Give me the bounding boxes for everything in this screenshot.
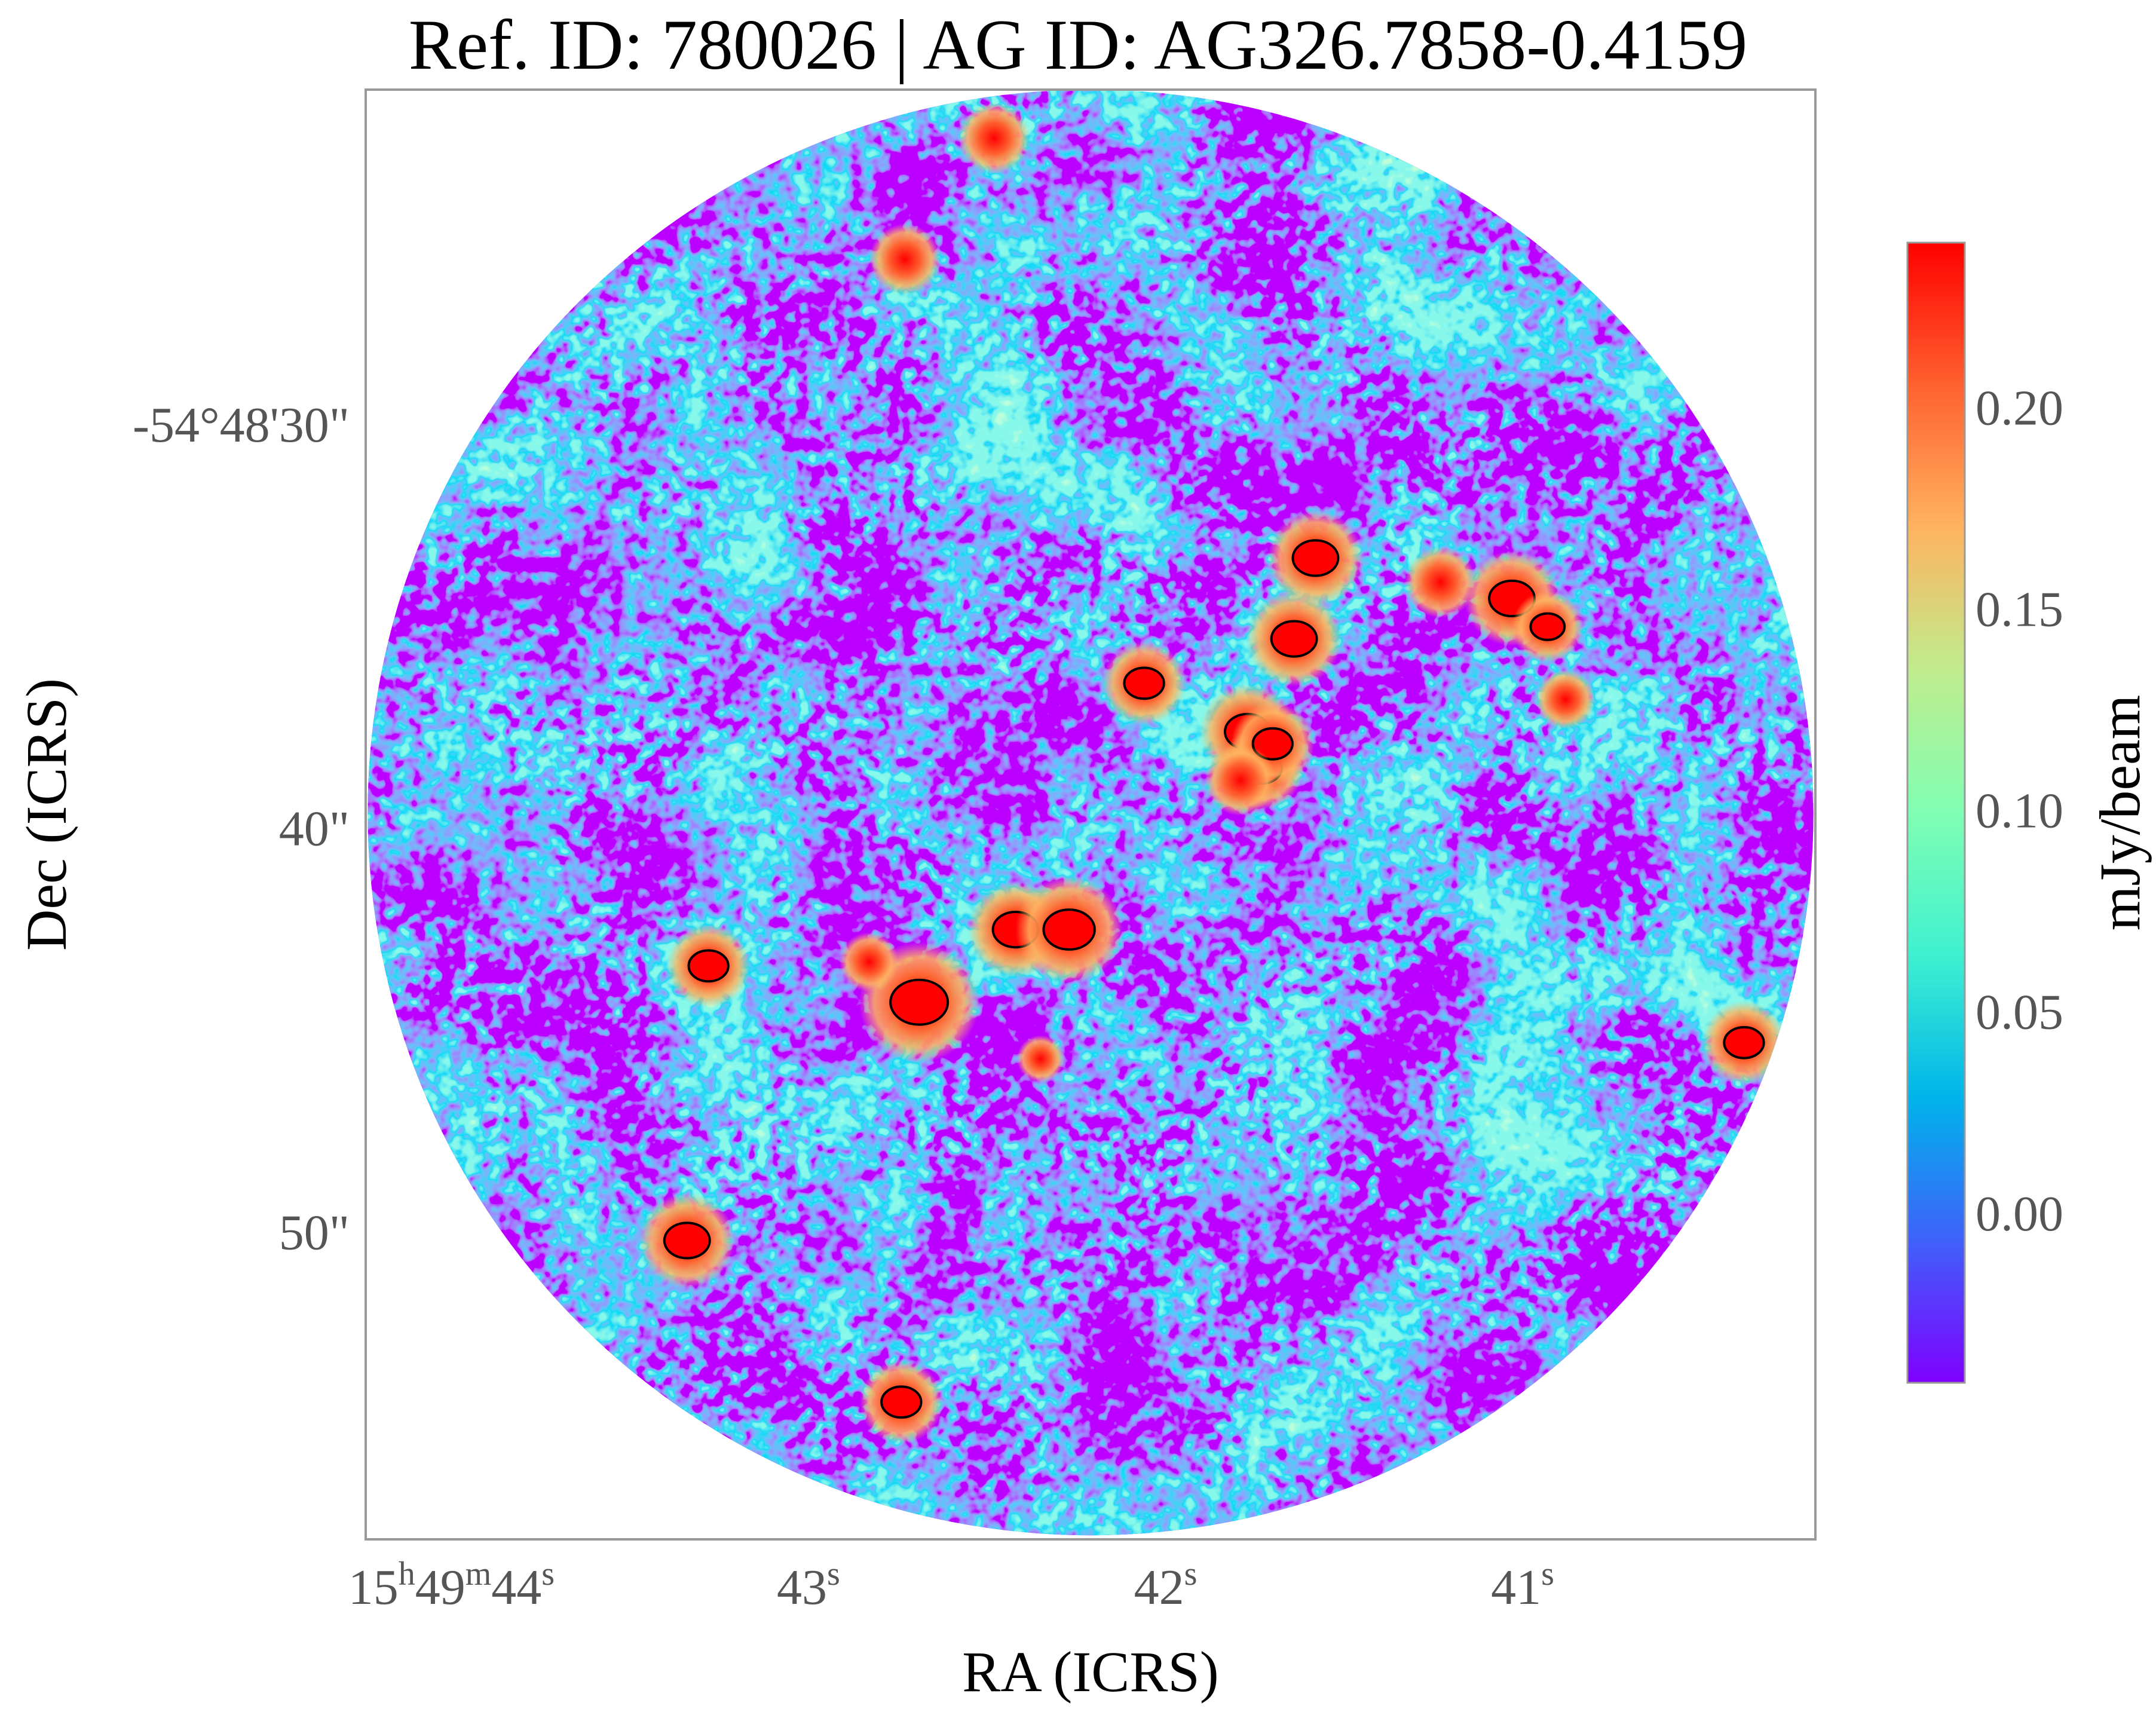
source-glow (840, 932, 899, 992)
colorbar: 0.00 0.05 0.10 0.15 0.20 mJy/beam (1906, 241, 2152, 1384)
x-axis-ticks: 15h49m44s 43s 42s 41s (348, 1555, 1554, 1615)
source-glow (958, 102, 1030, 174)
colorbar-gradient (1906, 241, 1966, 1384)
source-glow (1205, 744, 1276, 816)
source-contour (1529, 612, 1566, 641)
source-contour (1042, 908, 1096, 951)
source-glow (1405, 546, 1477, 618)
y-tick-label: -54°48'30" (133, 397, 350, 453)
colorbar-tick-label: 0.00 (1976, 1186, 2063, 1242)
map-image (365, 88, 1817, 1541)
x-tick-label: 42s (1134, 1555, 1198, 1615)
colorbar-label: mJy/beam (2088, 695, 2152, 931)
emission-texture (368, 96, 1814, 1536)
source-contour (687, 949, 730, 983)
x-tick-label: 15h49m44s (348, 1555, 555, 1615)
source-contour (1723, 1025, 1765, 1059)
y-tick-label: 50" (279, 1205, 350, 1260)
y-tick-label: 40" (279, 801, 350, 857)
source-contour (1291, 539, 1340, 577)
source-glow (869, 223, 941, 295)
colorbar-tick-label: 0.10 (1976, 783, 2063, 839)
colorbar-tick-label: 0.15 (1976, 582, 2063, 638)
source-contour (880, 1385, 923, 1419)
source-contour (1270, 620, 1318, 658)
source-contour (889, 978, 950, 1026)
source-glow (1016, 1035, 1064, 1083)
colorbar-tick-label: 0.20 (1976, 380, 2063, 436)
plot-frame (365, 88, 1817, 1541)
y-axis-ticks: -54°48'30" 40" 50" (133, 397, 350, 1261)
colorbar-ticks: 0.00 0.05 0.10 0.15 0.20 (1976, 380, 2063, 1241)
x-axis-label: RA (ICRS) (962, 1640, 1218, 1704)
x-tick-label: 41s (1491, 1555, 1554, 1615)
source-glow (1536, 669, 1595, 729)
x-tick-label: 43s (777, 1555, 840, 1615)
field-of-view (368, 96, 1814, 1536)
colorbar-tick-label: 0.05 (1976, 985, 2063, 1040)
chart-title: Ref. ID: 780026 | AG ID: AG326.7858-0.41… (409, 5, 1748, 84)
source-contour (1251, 727, 1294, 761)
compact-sources (639, 102, 1786, 1444)
y-axis-label: Dec (ICRS) (14, 678, 78, 951)
source-contour (1123, 666, 1165, 700)
source-contour (663, 1221, 711, 1260)
